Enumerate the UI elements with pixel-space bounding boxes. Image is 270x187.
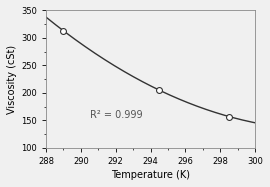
Y-axis label: Viscosity (cSt): Viscosity (cSt) [7, 45, 17, 114]
Text: R² = 0.999: R² = 0.999 [90, 110, 142, 120]
Point [227, 115, 231, 118]
X-axis label: Temperature (K): Temperature (K) [111, 170, 190, 180]
Point [157, 89, 161, 92]
Point [61, 29, 66, 32]
